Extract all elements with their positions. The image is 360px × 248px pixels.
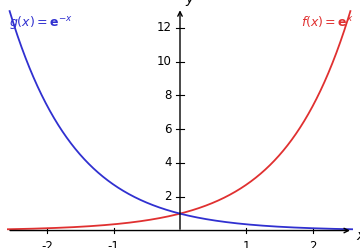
Text: $f\left(x\right)=\mathbf{e}^{x}$: $f\left(x\right)=\mathbf{e}^{x}$ <box>301 14 354 29</box>
Text: 6: 6 <box>165 123 172 136</box>
Text: 4: 4 <box>165 156 172 169</box>
Text: 8: 8 <box>165 89 172 102</box>
Text: -1: -1 <box>108 240 120 248</box>
Text: 12: 12 <box>157 21 172 34</box>
Text: -2: -2 <box>41 240 53 248</box>
Text: 1: 1 <box>243 240 250 248</box>
Text: x: x <box>356 229 360 243</box>
Text: $g\left(x\right)=\mathbf{e}^{-x}$: $g\left(x\right)=\mathbf{e}^{-x}$ <box>9 14 72 31</box>
Text: 2: 2 <box>309 240 317 248</box>
Text: 10: 10 <box>157 55 172 68</box>
Text: y: y <box>185 0 194 6</box>
Text: 2: 2 <box>165 190 172 203</box>
